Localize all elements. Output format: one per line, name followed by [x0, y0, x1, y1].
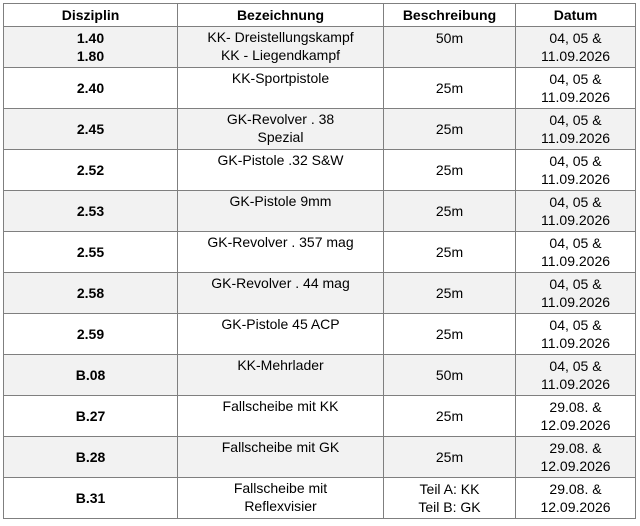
- table-cell: 25m: [383, 190, 516, 232]
- table-cell: B.31: [3, 477, 178, 519]
- table-cell: B.28: [3, 436, 178, 478]
- table-cell: 04, 05 & 11.09.2026: [515, 354, 636, 396]
- table-cell: 04, 05 & 11.09.2026: [515, 231, 636, 273]
- table-row: 1.40 1.80 KK- Dreistellungskampf KK - Lie…: [3, 26, 636, 68]
- table-cell: KK-Sportpistole: [177, 67, 384, 109]
- table-cell: 25m: [383, 395, 516, 437]
- table-cell: GK-Revolver . 38 Spezial: [177, 108, 384, 150]
- table-cell: GK-Pistole .32 S&W: [177, 149, 384, 191]
- header-cell: Beschreibung: [383, 3, 516, 27]
- table-cell: 2.55: [3, 231, 178, 273]
- table-cell: 2.40: [3, 67, 178, 109]
- header-cell: Disziplin: [3, 3, 178, 27]
- table-cell: 25m: [383, 108, 516, 150]
- header-row: Disziplin Bezeichnung Beschreibung Datum: [3, 3, 636, 27]
- table-cell: 2.52: [3, 149, 178, 191]
- table-cell: 2.53: [3, 190, 178, 232]
- table-row: 2.52 GK-Pistole .32 S&W 25m 04, 05 & 11.09.…: [3, 149, 636, 191]
- table-cell: KK-Mehrlader: [177, 354, 384, 396]
- header-cell: Datum: [515, 3, 636, 27]
- table-row: B.08 KK-Mehrlader 50m 04, 05 & 11.09.2026: [3, 354, 636, 396]
- table-cell: 25m: [383, 272, 516, 314]
- table-row: B.28 Fallscheibe mit GK 25m 29.08. & 12.09.…: [3, 436, 636, 478]
- table-cell: B.08: [3, 354, 178, 396]
- table-row: 2.40 KK-Sportpistole 25m 04, 05 & 11.09.202…: [3, 67, 636, 109]
- table-cell: Teil A: KK Teil B: GK: [383, 477, 516, 519]
- table-cell: 2.45: [3, 108, 178, 150]
- table-row: 2.53 GK-Pistole 9mm 25m 04, 05 & 11.09.2026: [3, 190, 636, 232]
- table-row: 2.59 GK-Pistole 45 ACP 25m 04, 05 & 11.09.2…: [3, 313, 636, 355]
- table-cell: GK-Pistole 9mm: [177, 190, 384, 232]
- table-cell: 2.59: [3, 313, 178, 355]
- table-row: 2.55 GK-Revolver . 357 mag 25m 04, 05 & 11.…: [3, 231, 636, 273]
- table-cell: 04, 05 & 11.09.2026: [515, 67, 636, 109]
- table-cell: 04, 05 & 11.09.2026: [515, 108, 636, 150]
- table-row: B.31 Fallscheibe mit Reflexvisier Teil A: …: [3, 477, 636, 519]
- table-row: 2.45 GK-Revolver . 38 Spezial 25m 04, 05 & …: [3, 108, 636, 150]
- schedule-table: Disziplin Bezeichnung Beschreibung Datum 1.…: [3, 3, 636, 519]
- table-row: B.27 Fallscheibe mit KK 25m 29.08. & 12.09.…: [3, 395, 636, 437]
- table-cell: 25m: [383, 436, 516, 478]
- table-cell: 29.08. & 12.09.2026: [515, 477, 636, 519]
- table-cell: B.27: [3, 395, 178, 437]
- table-body: 1.40 1.80 KK- Dreistellungskampf KK - Lie…: [3, 26, 636, 519]
- table-cell: GK-Pistole 45 ACP: [177, 313, 384, 355]
- table-cell: 04, 05 & 11.09.2026: [515, 313, 636, 355]
- table-cell: GK-Revolver . 44 mag: [177, 272, 384, 314]
- table-cell: 25m: [383, 149, 516, 191]
- table-cell: 25m: [383, 313, 516, 355]
- table-cell: 25m: [383, 67, 516, 109]
- table-cell: GK-Revolver . 357 mag: [177, 231, 384, 273]
- table-cell: Fallscheibe mit GK: [177, 436, 384, 478]
- table-cell: 04, 05 & 11.09.2026: [515, 272, 636, 314]
- table-cell: 04, 05 & 11.09.2026: [515, 149, 636, 191]
- table-cell: Fallscheibe mit Reflexvisier: [177, 477, 384, 519]
- table-row: 2.58 GK-Revolver . 44 mag 25m 04, 05 & 11.0…: [3, 272, 636, 314]
- table-cell: 04, 05 & 11.09.2026: [515, 26, 636, 68]
- table-cell: 2.58: [3, 272, 178, 314]
- table-cell: 50m: [383, 26, 516, 68]
- header-cell: Bezeichnung: [177, 3, 384, 27]
- table-cell: 04, 05 & 11.09.2026: [515, 190, 636, 232]
- table-cell: Fallscheibe mit KK: [177, 395, 384, 437]
- table-cell: 1.40 1.80: [3, 26, 178, 68]
- table-cell: 29.08. & 12.09.2026: [515, 395, 636, 437]
- table-cell: KK- Dreistellungskampf KK - Liegendkampf: [177, 26, 384, 68]
- table-cell: 25m: [383, 231, 516, 273]
- table-cell: 29.08. & 12.09.2026: [515, 436, 636, 478]
- table-cell: 50m: [383, 354, 516, 396]
